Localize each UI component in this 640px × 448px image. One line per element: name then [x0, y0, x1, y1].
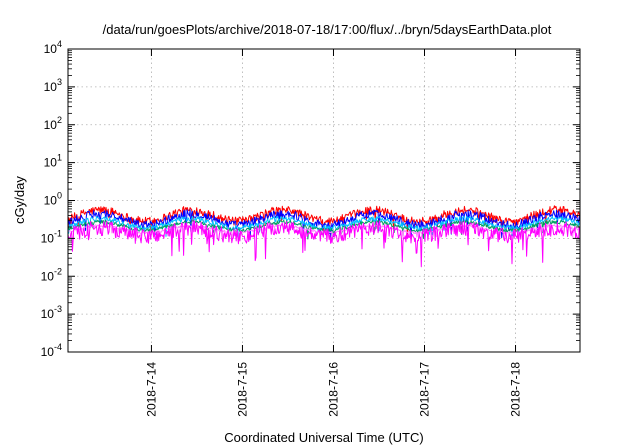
grid: [68, 49, 580, 352]
y-tick-label: 10-2: [41, 266, 62, 283]
y-tick-label: 10-4: [41, 342, 62, 359]
y-axis: 104 103 102 101 100 10-1 10-2 10-3 10-4: [41, 39, 580, 359]
chart-title: /data/run/goesPlots/archive/2018-07-18/1…: [103, 22, 552, 37]
y-tick-label: 100: [44, 191, 62, 208]
x-tick-label: 2018-7-17: [418, 362, 432, 417]
y-tick-label: 10-1: [41, 228, 62, 245]
x-tick-label: 2018-7-14: [144, 362, 158, 417]
y-tick-label: 104: [44, 39, 62, 56]
x-tick-label: 2018-7-15: [235, 362, 249, 417]
x-axis: 2018-7-14 2018-7-15 2018-7-16 2018-7-17 2018…: [144, 49, 523, 417]
series-layer: [67, 205, 581, 268]
y-axis-label: cGy/day: [12, 176, 27, 224]
x-axis-label: Coordinated Universal Time (UTC): [224, 430, 423, 445]
y-tick-label: 101: [44, 153, 62, 170]
series-line: [67, 220, 581, 268]
x-tick-label: 2018-7-18: [509, 362, 523, 417]
y-tick-label: 102: [44, 115, 62, 132]
x-tick-label: 2018-7-16: [326, 362, 340, 417]
y-tick-label: 103: [44, 77, 62, 94]
y-tick-label: 10-3: [41, 304, 62, 321]
